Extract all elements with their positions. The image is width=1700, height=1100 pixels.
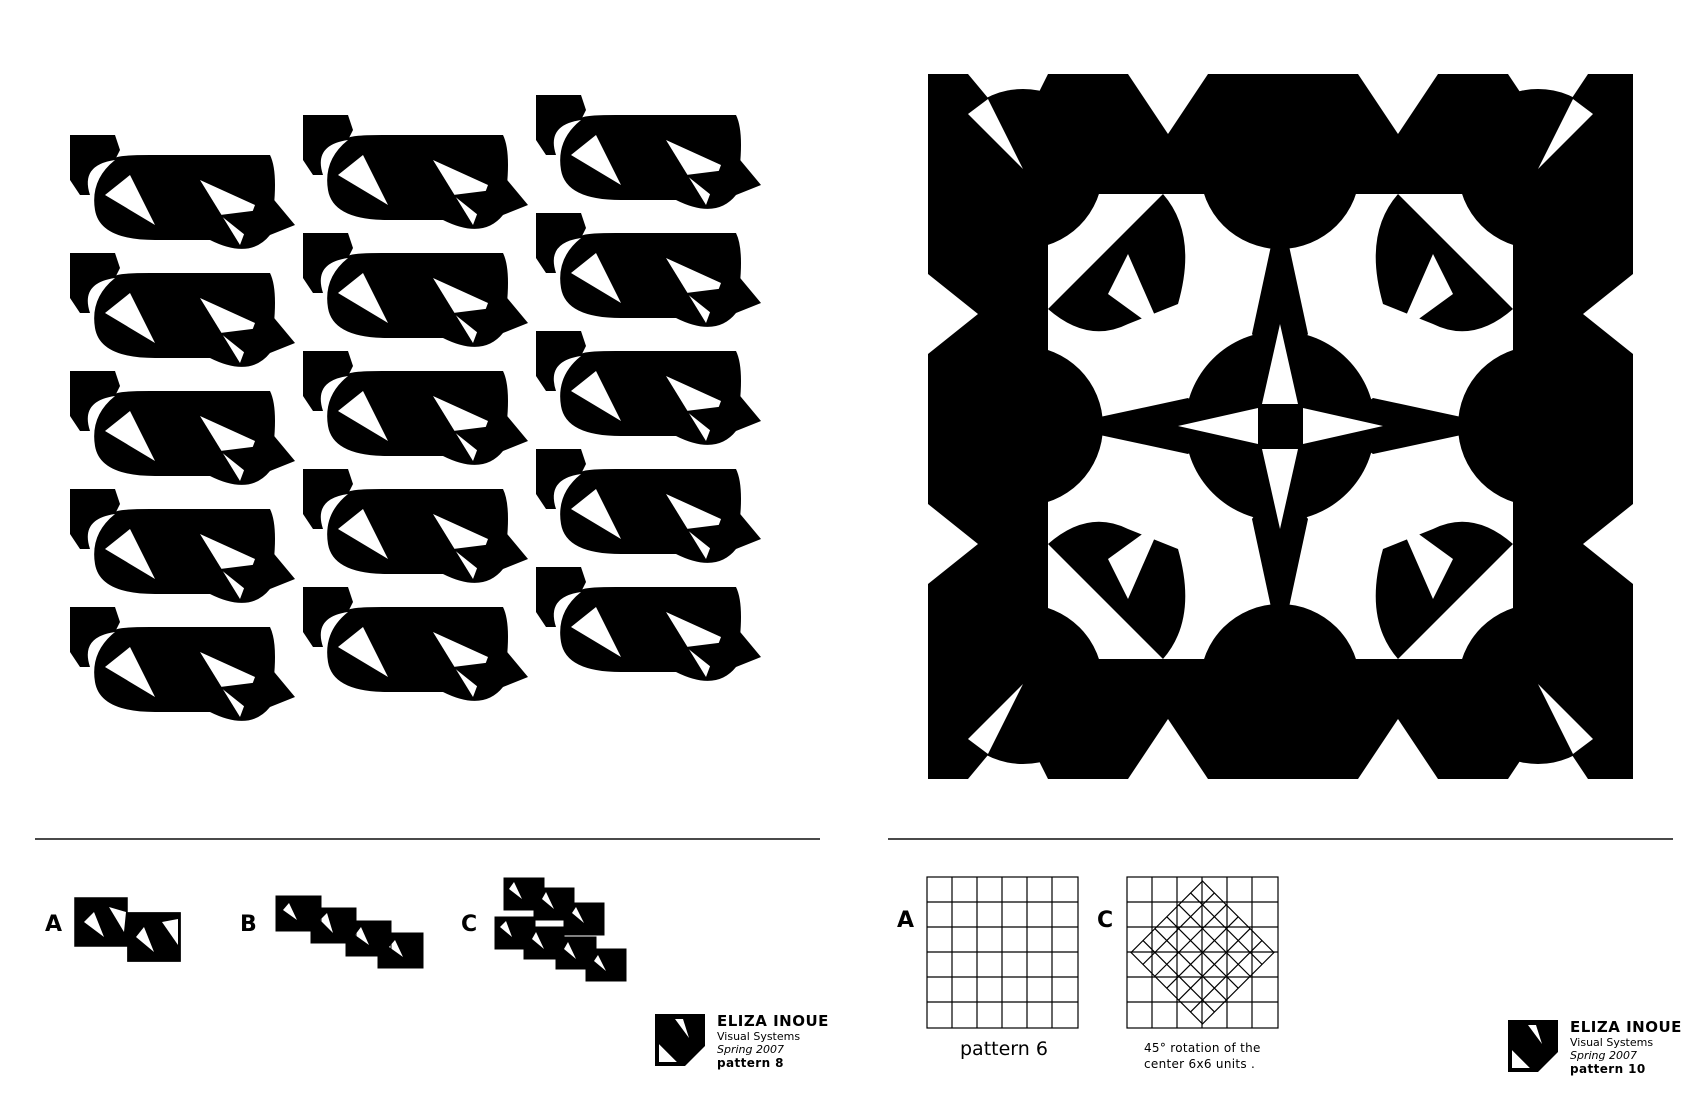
grid-a-caption: pattern 6: [960, 1038, 1048, 1060]
diagram-c-tile-cluster: [494, 877, 627, 982]
rotation-note-line-2: center 6x6 units .: [1144, 1057, 1256, 1071]
pattern-8-column-1: [70, 135, 295, 721]
label-a-right: A: [897, 908, 915, 933]
pattern-8-artwork: [70, 95, 761, 721]
credit-name-left: ELIZA INOUE: [717, 1012, 829, 1030]
credit-term-right: Spring 2007: [1570, 1049, 1637, 1062]
left-divider: [35, 838, 820, 840]
rotation-note: 45° rotation of the center 6x6 units .: [1144, 1040, 1261, 1072]
label-b-left: B: [240, 912, 257, 937]
eliza-inoue-logo-left: [655, 1014, 705, 1066]
credit-course-right: Visual Systems: [1570, 1036, 1654, 1049]
credit-pattern-right: pattern 10: [1570, 1062, 1646, 1076]
right-divider: [888, 838, 1673, 840]
label-c-right: C: [1097, 908, 1114, 933]
pattern-10-artwork: [928, 74, 1633, 779]
rotation-note-line-1: 45° rotation of the: [1144, 1041, 1261, 1055]
credit-block-right: ELIZA INOUE Visual Systems Spring 2007 p…: [1570, 1018, 1682, 1076]
label-a-left: A: [45, 912, 63, 937]
grid-c-rotated: [1126, 876, 1279, 1029]
credit-name-right: ELIZA INOUE: [1570, 1018, 1682, 1036]
grid-a-6x6: [926, 876, 1079, 1029]
label-c-left: C: [461, 912, 478, 937]
diagram-b-tile-chain: [275, 895, 424, 969]
pattern-8-column-2: [303, 115, 528, 701]
eliza-inoue-logo-right: [1508, 1020, 1558, 1072]
pattern-8-column-3: [536, 95, 761, 681]
credit-pattern-left: pattern 8: [717, 1056, 784, 1070]
credit-course-left: Visual Systems: [717, 1030, 801, 1043]
credit-block-left: ELIZA INOUE Visual Systems Spring 2007 p…: [717, 1012, 829, 1070]
credit-term-left: Spring 2007: [717, 1043, 784, 1056]
diagram-a-tile-pair: [74, 897, 181, 962]
